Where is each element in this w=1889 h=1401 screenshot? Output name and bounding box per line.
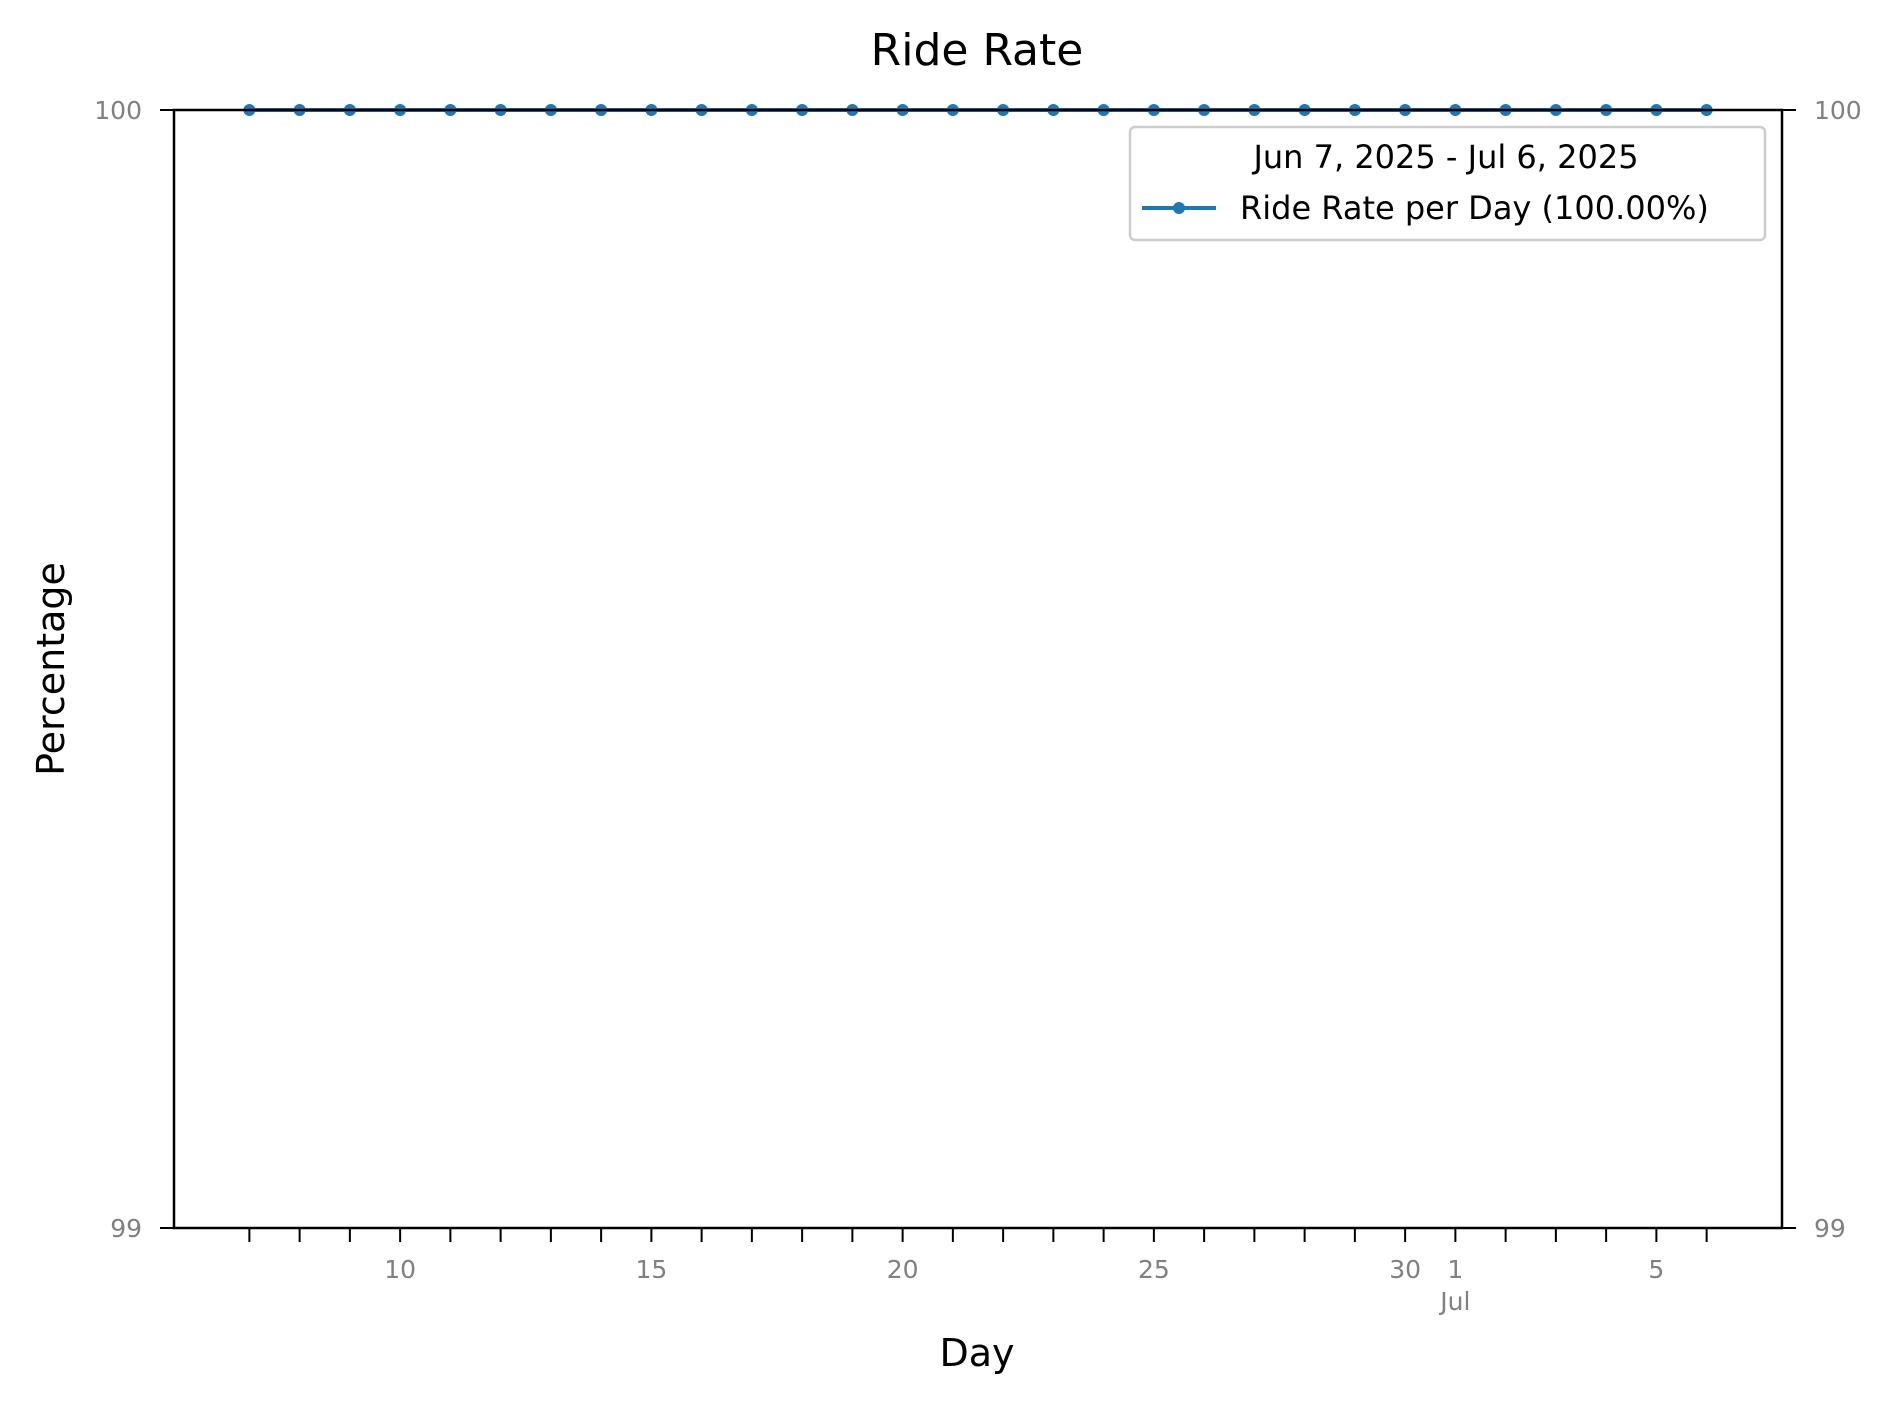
chart-title: Ride Rate (871, 25, 1084, 76)
x-tick-label: 25 (1138, 1255, 1170, 1284)
y-axis-label: Percentage (29, 562, 73, 776)
ticks-layer: 10 15 20 25 30 1 Jul 5 99 100 99 100 (94, 96, 1861, 1316)
y-tick-label-left: 99 (110, 1214, 142, 1243)
x-tick-label: 5 (1648, 1255, 1664, 1284)
x-axis-label: Day (939, 1331, 1014, 1375)
y-tick-label-right: 99 (1814, 1214, 1846, 1243)
x-tick-label: 20 (887, 1255, 919, 1284)
legend-entry-label: Ride Rate per Day (100.00%) (1240, 189, 1709, 227)
x-tick-label: 1 (1447, 1255, 1463, 1284)
y-tick-label-left: 100 (94, 96, 142, 125)
plot-frame (172, 108, 1784, 1230)
legend-marker-sample (1173, 202, 1185, 214)
legend: Jun 7, 2025 - Jul 6, 2025 Ride Rate per … (1128, 125, 1767, 242)
x-tick-label: 15 (635, 1255, 667, 1284)
x-tick-label: 30 (1389, 1255, 1421, 1284)
legend-box (1128, 125, 1767, 242)
y-tick-label-right: 100 (1814, 96, 1862, 125)
x-tick-label: 10 (384, 1255, 416, 1284)
x-tick-sublabel: Jul (1438, 1287, 1470, 1316)
legend-title: Jun 7, 2025 - Jul 6, 2025 (1251, 138, 1638, 176)
